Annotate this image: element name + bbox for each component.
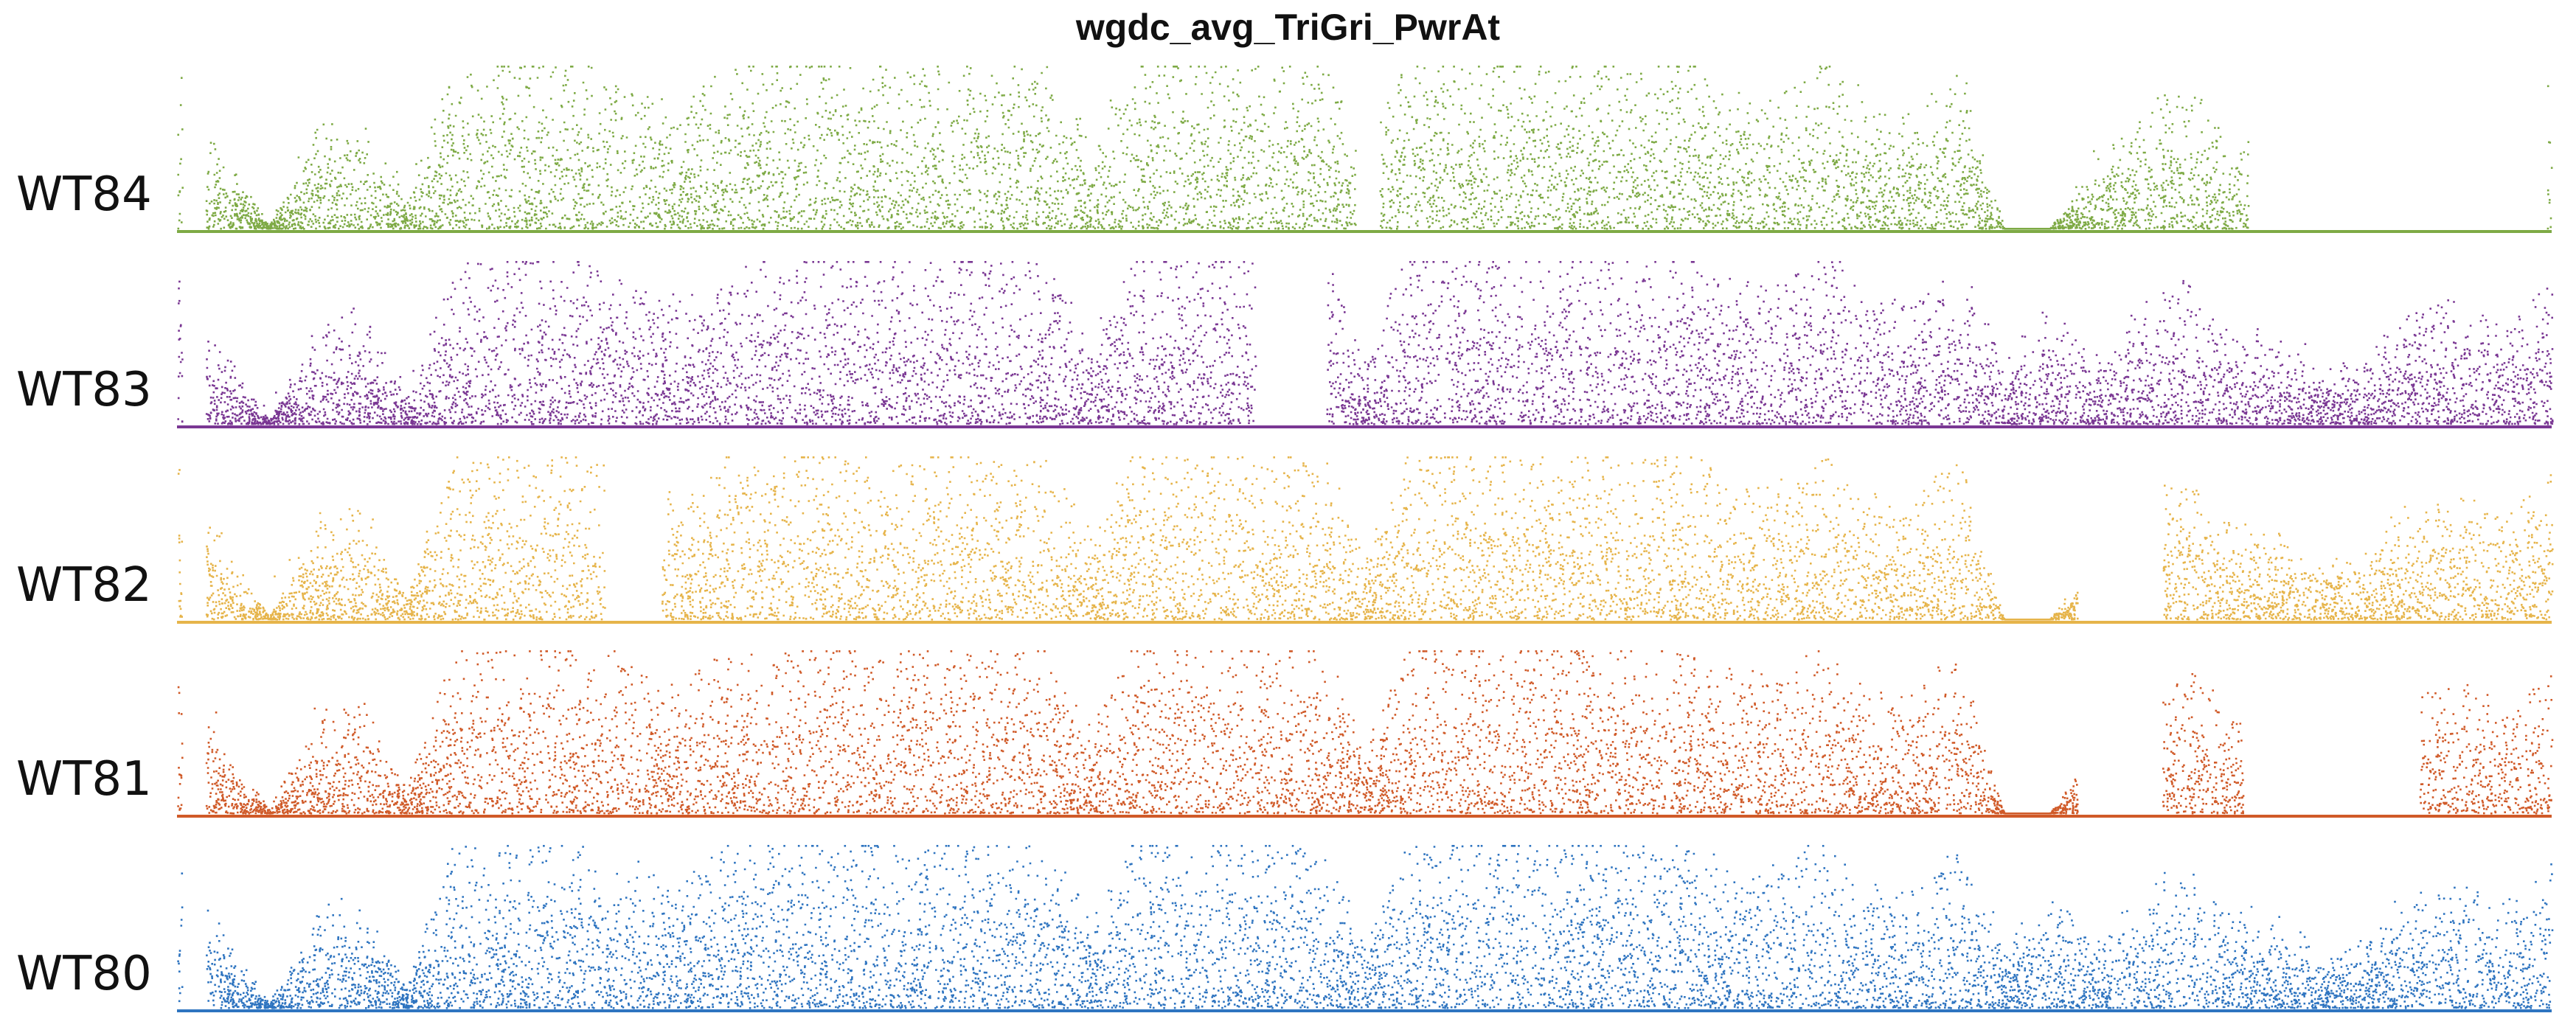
series-label: WT81 bbox=[16, 752, 152, 807]
series-panel-wt84: WT84 bbox=[16, 66, 2553, 233]
series-panel-wt81: WT81 bbox=[16, 650, 2554, 818]
scatter-points-wt80 bbox=[177, 845, 2554, 1009]
scatter-points-wt82 bbox=[177, 456, 2554, 621]
series-panel-wt83: WT83 bbox=[16, 261, 2554, 428]
scatter-points-wt84 bbox=[177, 66, 2553, 230]
series-label: WT82 bbox=[16, 558, 152, 613]
series-label: WT80 bbox=[16, 947, 152, 1001]
scatter-points-wt81 bbox=[177, 650, 2554, 815]
scatter-points-wt83 bbox=[177, 261, 2554, 425]
series-label: WT84 bbox=[16, 167, 152, 222]
chart-title: wgdc_avg_TriGri_PwrAt bbox=[1075, 7, 1501, 48]
series-label: WT83 bbox=[16, 363, 152, 417]
series-panel-wt80: WT80 bbox=[16, 845, 2554, 1012]
series-panel-wt82: WT82 bbox=[16, 456, 2554, 624]
